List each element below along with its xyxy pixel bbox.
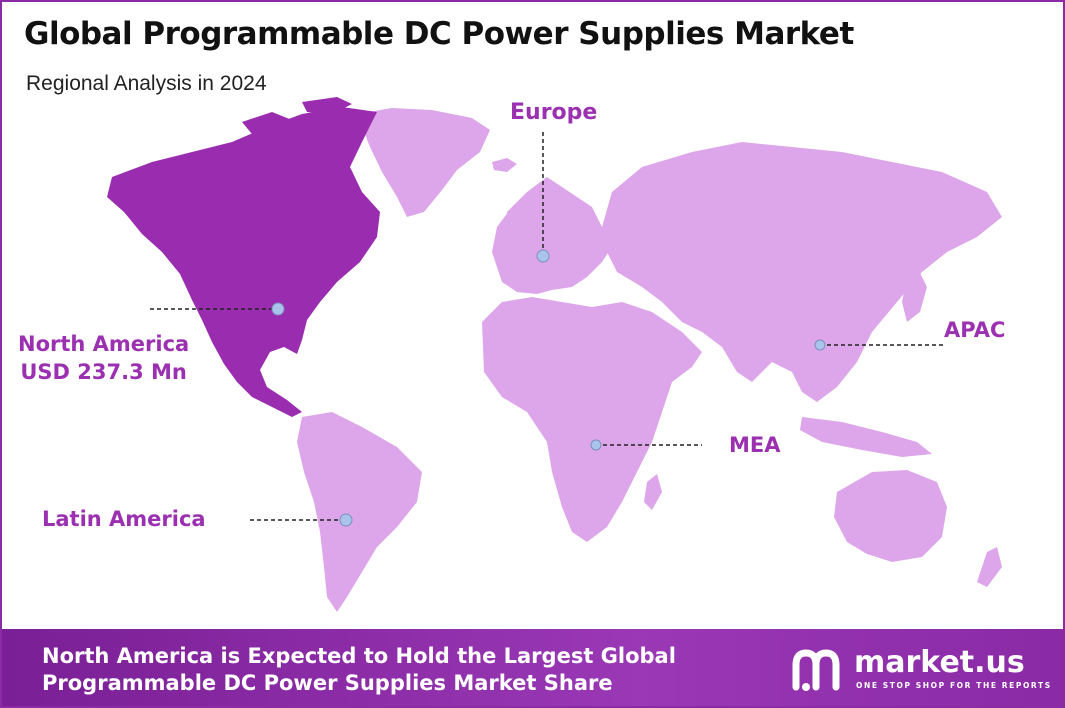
brand-name: market.us: [854, 645, 1025, 680]
se-asia-islands-shape: [800, 417, 932, 457]
footer-text: North America is Expected to Hold the La…: [42, 643, 676, 697]
australia-shape: [834, 470, 947, 562]
footer-banner: North America is Expected to Hold the La…: [2, 629, 1063, 706]
apac-label: APAC: [944, 318, 1006, 342]
apac-marker: [814, 339, 826, 351]
latin-america-shape: [297, 412, 422, 612]
mea-marker: [590, 439, 602, 451]
mea-label: MEA: [729, 433, 781, 457]
latin-america-label: Latin America: [42, 507, 206, 531]
madagascar-shape: [644, 474, 662, 510]
greenland-shape: [357, 108, 490, 217]
north-america-label: North America: [18, 332, 190, 356]
brand-logo: market.us ONE STOP SHOP FOR THE REPORTS: [792, 645, 1050, 695]
asia-shape: [602, 142, 1002, 402]
latin-america-marker: [339, 513, 353, 527]
north-america-marker: [271, 302, 285, 316]
europe-shape: [492, 177, 612, 294]
footer-line-1: North America is Expected to Hold the La…: [42, 644, 676, 668]
mea-shape: [482, 297, 702, 542]
arctic-islands-shape: [242, 97, 352, 134]
footer-line-2: Programmable DC Power Supplies Market Sh…: [42, 671, 613, 695]
iceland-shape: [492, 158, 517, 172]
uk-shape: [507, 202, 524, 237]
new-zealand-shape: [977, 547, 1002, 587]
north-america-shape: [107, 107, 380, 417]
page-title: Global Programmable DC Power Supplies Ma…: [24, 16, 854, 52]
world-map: [107, 97, 1002, 612]
europe-marker: [536, 249, 550, 263]
page-subtitle: Regional Analysis in 2024: [26, 72, 267, 95]
north-america-value: USD 237.3 Mn: [20, 360, 187, 384]
europe-label: Europe: [510, 100, 598, 125]
market-us-logo-icon: [792, 649, 840, 691]
north-america-label-group: North America USD 237.3 Mn: [18, 330, 189, 386]
japan-shape: [902, 267, 927, 322]
brand-tagline: ONE STOP SHOP FOR THE REPORTS: [856, 681, 1052, 690]
